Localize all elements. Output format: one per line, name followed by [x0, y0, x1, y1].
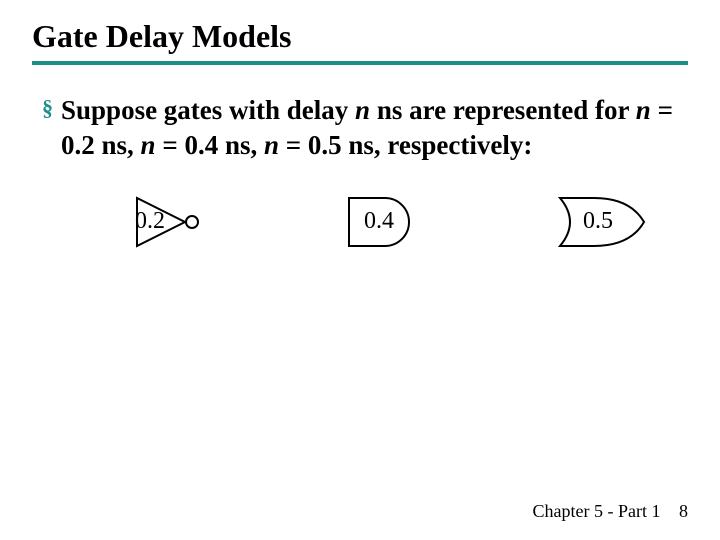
title-rule [32, 61, 688, 65]
footer-chapter: Chapter 5 - Part 1 [533, 501, 661, 521]
var-n: n [264, 130, 279, 160]
bullet-text: Suppose gates with delay n ns are repres… [61, 93, 688, 162]
var-n: n [636, 95, 651, 125]
slide: Gate Delay Models § Suppose gates with d… [0, 0, 720, 540]
and-gate-label: 0.4 [364, 208, 394, 235]
footer-page: 8 [679, 501, 688, 521]
bullet-icon: § [42, 93, 53, 123]
text-fragment: = 0.4 ns, [156, 130, 264, 160]
text-fragment: = 0.5 ns, respectively: [279, 130, 532, 160]
text-fragment: ns are represented for [370, 95, 636, 125]
slide-title: Gate Delay Models [32, 18, 688, 55]
not-gate-label: 0.2 [135, 208, 165, 235]
footer: Chapter 5 - Part 1 8 [533, 501, 688, 522]
bullet-item: § Suppose gates with delay n ns are repr… [32, 93, 688, 162]
var-n: n [141, 130, 156, 160]
or-gate-label: 0.5 [583, 208, 613, 235]
gates-row: 0.2 0.4 0.5 [32, 192, 688, 282]
var-n: n [355, 95, 370, 125]
text-fragment: Suppose gates with delay [61, 95, 355, 125]
